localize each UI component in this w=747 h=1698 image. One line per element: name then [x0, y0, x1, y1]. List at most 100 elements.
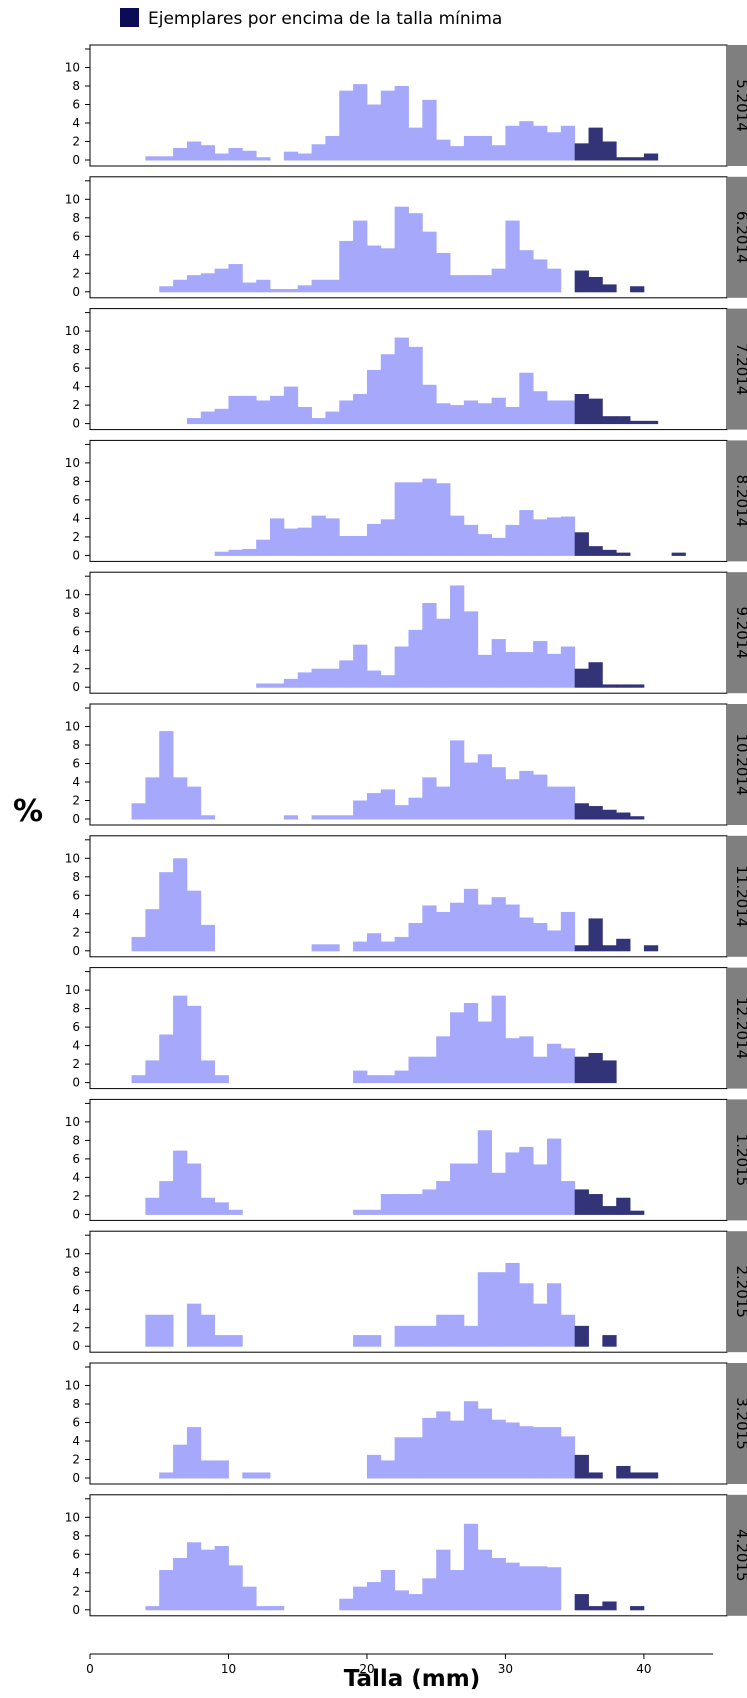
histogram-bar — [297, 527, 312, 556]
histogram-bar — [560, 911, 576, 952]
histogram-bar — [422, 1189, 437, 1215]
panel-strip — [727, 176, 747, 298]
histogram-bar — [574, 803, 589, 820]
histogram-bar — [256, 1472, 271, 1479]
legend-label: Ejemplares por encima de la talla mínima — [148, 9, 502, 29]
histogram-bar — [491, 1558, 506, 1611]
histogram-bar — [394, 482, 409, 556]
histogram-bar — [200, 145, 216, 161]
histogram-bar — [560, 125, 576, 161]
histogram-bar — [602, 549, 617, 556]
y-tick-label: 0 — [72, 548, 80, 562]
histogram-bar — [422, 603, 437, 688]
y-tick-label: 6 — [72, 361, 80, 375]
histogram-bar — [560, 646, 576, 688]
histogram-bar — [630, 684, 645, 688]
x-tick-label: 10 — [221, 1662, 236, 1676]
histogram-bar — [311, 279, 326, 293]
histogram-bar — [408, 1194, 423, 1215]
y-tick-label: 6 — [72, 625, 80, 639]
panel-strip-label: 3.2015 — [733, 1397, 747, 1450]
histogram-bar — [505, 652, 520, 688]
y-tick-label: 10 — [65, 851, 80, 865]
histogram-bar — [602, 684, 617, 688]
histogram-bar — [477, 1408, 492, 1479]
panel-11.2014: 11.2014 0 2 4 6 8 10 — [65, 835, 747, 958]
histogram-bar — [200, 1060, 216, 1084]
histogram-bar — [311, 144, 326, 161]
histogram-bar — [366, 933, 382, 952]
histogram-bar — [200, 1314, 216, 1347]
y-tick-label: 8 — [72, 79, 80, 93]
histogram-bar — [242, 548, 257, 556]
y-tick-label: 10 — [65, 61, 80, 75]
histogram-bar — [339, 400, 354, 425]
y-tick-label: 2 — [72, 794, 80, 808]
histogram-bar — [630, 286, 645, 293]
histogram-bar — [533, 1164, 548, 1215]
panel-8.2014: 8.2014 0 2 4 6 8 10 — [65, 439, 747, 562]
histogram-bar — [256, 157, 271, 161]
histogram-bar — [436, 483, 451, 556]
histogram-bar — [339, 660, 354, 688]
y-tick-label: 8 — [72, 1002, 80, 1016]
histogram-bar — [463, 1523, 479, 1611]
histogram-bar — [588, 398, 603, 425]
histogram-bar — [533, 640, 548, 688]
y-tick-label: 8 — [72, 1397, 80, 1411]
y-tick-label: 6 — [72, 98, 80, 112]
y-tick-label: 8 — [72, 211, 80, 225]
histogram-bar — [422, 777, 437, 820]
y-tick-label: 4 — [72, 1170, 80, 1184]
histogram-bar — [477, 1549, 492, 1611]
panel-strip-label: 6.2014 — [733, 211, 747, 263]
histogram-bar — [560, 1181, 576, 1215]
histogram-bar — [242, 395, 257, 425]
y-tick-label: 10 — [65, 983, 80, 997]
histogram-bar — [546, 1138, 562, 1215]
histogram-bar — [574, 1189, 589, 1215]
histogram-bar — [366, 793, 382, 820]
histogram-bar — [173, 858, 188, 952]
histogram-bar — [186, 275, 202, 293]
histogram-bar — [436, 1314, 451, 1347]
histogram-bar — [519, 1036, 534, 1084]
histogram-bar — [588, 127, 603, 161]
histogram-bar — [450, 902, 465, 952]
histogram-bar — [533, 1056, 548, 1084]
histogram-bar — [339, 535, 354, 556]
histogram-bar — [353, 1586, 368, 1611]
panel-strip-label: 1.2015 — [733, 1134, 747, 1187]
histogram-bar — [297, 153, 312, 161]
histogram-bar — [546, 930, 562, 952]
y-tick-label: 8 — [72, 343, 80, 357]
histogram-bar — [353, 84, 368, 161]
histogram-bar — [450, 146, 465, 161]
histogram-bar — [394, 337, 409, 425]
histogram-bar — [505, 1038, 520, 1084]
histogram-bar — [560, 400, 576, 425]
histogram-bar — [574, 668, 589, 688]
histogram-bar — [533, 519, 548, 556]
histogram-bar — [546, 268, 562, 293]
histogram-bar — [353, 1335, 368, 1347]
histogram-bar — [353, 941, 368, 952]
y-tick-label: 8 — [72, 870, 80, 884]
histogram-bar — [477, 135, 492, 161]
histogram-bar — [602, 1060, 617, 1084]
histogram-bar — [297, 406, 312, 425]
histogram-bar — [173, 1150, 188, 1215]
histogram-bar — [602, 416, 617, 425]
histogram-bar — [270, 289, 285, 293]
y-tick-label: 0 — [72, 812, 80, 826]
histogram-bar — [422, 1417, 437, 1479]
panel-strip-label: 10.2014 — [733, 733, 747, 795]
histogram-bar — [588, 1472, 603, 1479]
histogram-bar — [491, 767, 506, 820]
histogram-bar — [616, 812, 631, 820]
histogram-bar — [602, 141, 617, 161]
histogram-bar — [463, 611, 479, 688]
histogram-bar — [616, 684, 631, 688]
y-tick-label: 4 — [72, 1039, 80, 1053]
panel-strip-label: 2.2015 — [733, 1265, 747, 1318]
